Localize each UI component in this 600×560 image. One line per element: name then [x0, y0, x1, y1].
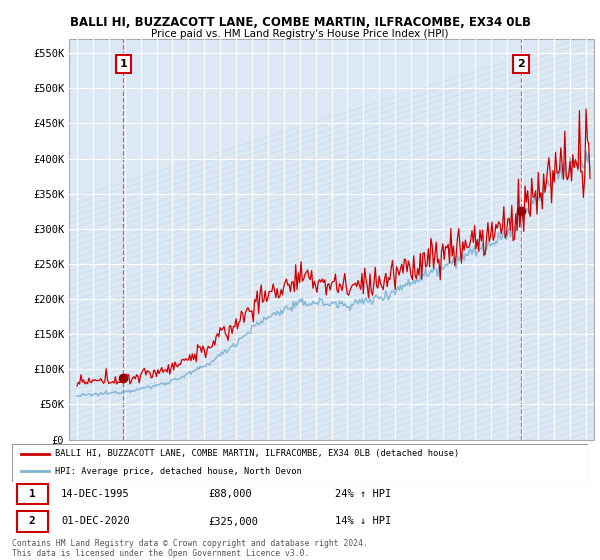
Text: Contains HM Land Registry data © Crown copyright and database right 2024.
This d: Contains HM Land Registry data © Crown c…: [12, 539, 368, 558]
Text: BALLI HI, BUZZACOTT LANE, COMBE MARTIN, ILFRACOMBE, EX34 0LB (detached house): BALLI HI, BUZZACOTT LANE, COMBE MARTIN, …: [55, 449, 460, 458]
Bar: [17, 511, 48, 531]
Text: £325,000: £325,000: [208, 516, 258, 526]
Text: 2: 2: [517, 59, 525, 69]
Text: £88,000: £88,000: [208, 489, 251, 499]
Text: 1: 1: [119, 59, 127, 69]
Text: 1: 1: [29, 489, 35, 499]
Text: 01-DEC-2020: 01-DEC-2020: [61, 516, 130, 526]
Text: 24% ↑ HPI: 24% ↑ HPI: [335, 489, 391, 499]
Text: BALLI HI, BUZZACOTT LANE, COMBE MARTIN, ILFRACOMBE, EX34 0LB: BALLI HI, BUZZACOTT LANE, COMBE MARTIN, …: [70, 16, 530, 29]
Text: HPI: Average price, detached house, North Devon: HPI: Average price, detached house, Nort…: [55, 467, 302, 476]
Text: 14% ↓ HPI: 14% ↓ HPI: [335, 516, 391, 526]
Text: Price paid vs. HM Land Registry's House Price Index (HPI): Price paid vs. HM Land Registry's House …: [151, 29, 449, 39]
Text: 2: 2: [29, 516, 35, 526]
Bar: [17, 484, 48, 504]
Text: 14-DEC-1995: 14-DEC-1995: [61, 489, 130, 499]
